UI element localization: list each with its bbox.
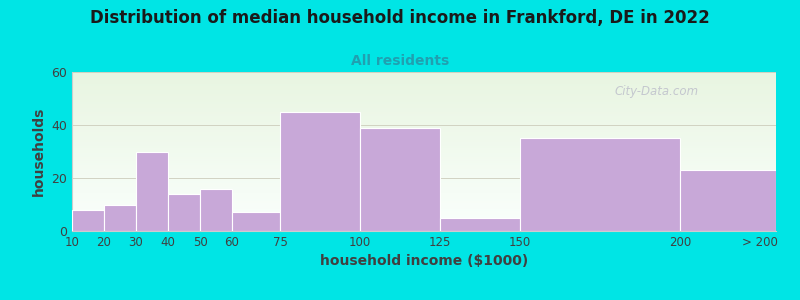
- Bar: [72, 146, 776, 148]
- Bar: [72, 181, 776, 183]
- Bar: [72, 195, 776, 197]
- Bar: [72, 76, 776, 78]
- Bar: [72, 116, 776, 118]
- Bar: [72, 209, 776, 211]
- Bar: [72, 90, 776, 92]
- Bar: [72, 165, 776, 167]
- Bar: [72, 134, 776, 136]
- Bar: [72, 187, 776, 189]
- Bar: [72, 104, 776, 106]
- Text: City-Data.com: City-Data.com: [614, 85, 698, 98]
- Bar: [72, 201, 776, 203]
- Bar: [72, 100, 776, 102]
- Bar: [72, 154, 776, 155]
- Bar: [72, 211, 776, 213]
- Bar: [72, 171, 776, 173]
- Bar: [72, 167, 776, 169]
- Bar: [72, 80, 776, 82]
- Bar: [72, 82, 776, 84]
- Bar: [72, 183, 776, 185]
- Bar: [72, 84, 776, 86]
- Bar: [72, 193, 776, 195]
- Bar: [72, 118, 776, 120]
- Text: Distribution of median household income in Frankford, DE in 2022: Distribution of median household income …: [90, 9, 710, 27]
- Bar: [72, 96, 776, 98]
- Bar: [72, 149, 776, 152]
- Bar: [72, 199, 776, 201]
- Bar: [72, 136, 776, 138]
- Bar: [72, 223, 776, 225]
- Bar: [440, 218, 520, 231]
- Bar: [72, 152, 776, 154]
- Bar: [72, 106, 776, 108]
- Text: All residents: All residents: [351, 54, 449, 68]
- Bar: [72, 158, 776, 160]
- Bar: [72, 189, 776, 191]
- Bar: [136, 152, 168, 231]
- Bar: [72, 225, 776, 227]
- Bar: [72, 229, 776, 231]
- Bar: [72, 160, 776, 161]
- X-axis label: household income ($1000): household income ($1000): [320, 254, 528, 268]
- Bar: [72, 102, 776, 104]
- Bar: [72, 179, 776, 181]
- Bar: [72, 191, 776, 193]
- Bar: [72, 140, 776, 142]
- Bar: [72, 175, 776, 177]
- Bar: [200, 189, 232, 231]
- Bar: [680, 170, 776, 231]
- Bar: [72, 114, 776, 116]
- Bar: [72, 213, 776, 215]
- Bar: [72, 217, 776, 219]
- Bar: [72, 94, 776, 96]
- Bar: [168, 194, 200, 231]
- Bar: [72, 92, 776, 94]
- Bar: [72, 142, 776, 144]
- Bar: [72, 86, 776, 88]
- Bar: [72, 108, 776, 110]
- Bar: [72, 124, 776, 126]
- Bar: [72, 72, 776, 74]
- Bar: [72, 169, 776, 171]
- Bar: [72, 155, 776, 158]
- Bar: [72, 138, 776, 140]
- Bar: [72, 78, 776, 80]
- Bar: [360, 128, 440, 231]
- Bar: [72, 227, 776, 229]
- Bar: [72, 164, 776, 165]
- Bar: [280, 112, 360, 231]
- Bar: [72, 177, 776, 179]
- Bar: [72, 203, 776, 205]
- Bar: [72, 110, 776, 112]
- Bar: [72, 130, 776, 132]
- Bar: [72, 215, 776, 217]
- Bar: [232, 212, 280, 231]
- Bar: [72, 122, 776, 124]
- Bar: [72, 144, 776, 146]
- Bar: [72, 88, 776, 90]
- Bar: [104, 205, 136, 231]
- Bar: [72, 132, 776, 134]
- Bar: [520, 138, 680, 231]
- Bar: [72, 219, 776, 221]
- Bar: [72, 148, 776, 149]
- Bar: [72, 161, 776, 164]
- Bar: [72, 205, 776, 207]
- Bar: [72, 173, 776, 175]
- Bar: [72, 210, 104, 231]
- Bar: [72, 128, 776, 130]
- Bar: [72, 98, 776, 100]
- Y-axis label: households: households: [32, 107, 46, 196]
- Bar: [72, 221, 776, 223]
- Bar: [72, 74, 776, 76]
- Bar: [72, 185, 776, 187]
- Bar: [72, 207, 776, 209]
- Bar: [72, 120, 776, 122]
- Bar: [72, 197, 776, 199]
- Bar: [72, 126, 776, 128]
- Bar: [72, 112, 776, 114]
